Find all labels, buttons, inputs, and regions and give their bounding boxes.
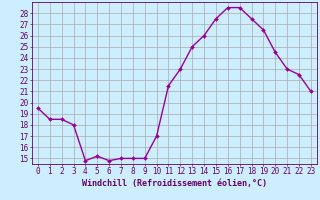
X-axis label: Windchill (Refroidissement éolien,°C): Windchill (Refroidissement éolien,°C)	[82, 179, 267, 188]
